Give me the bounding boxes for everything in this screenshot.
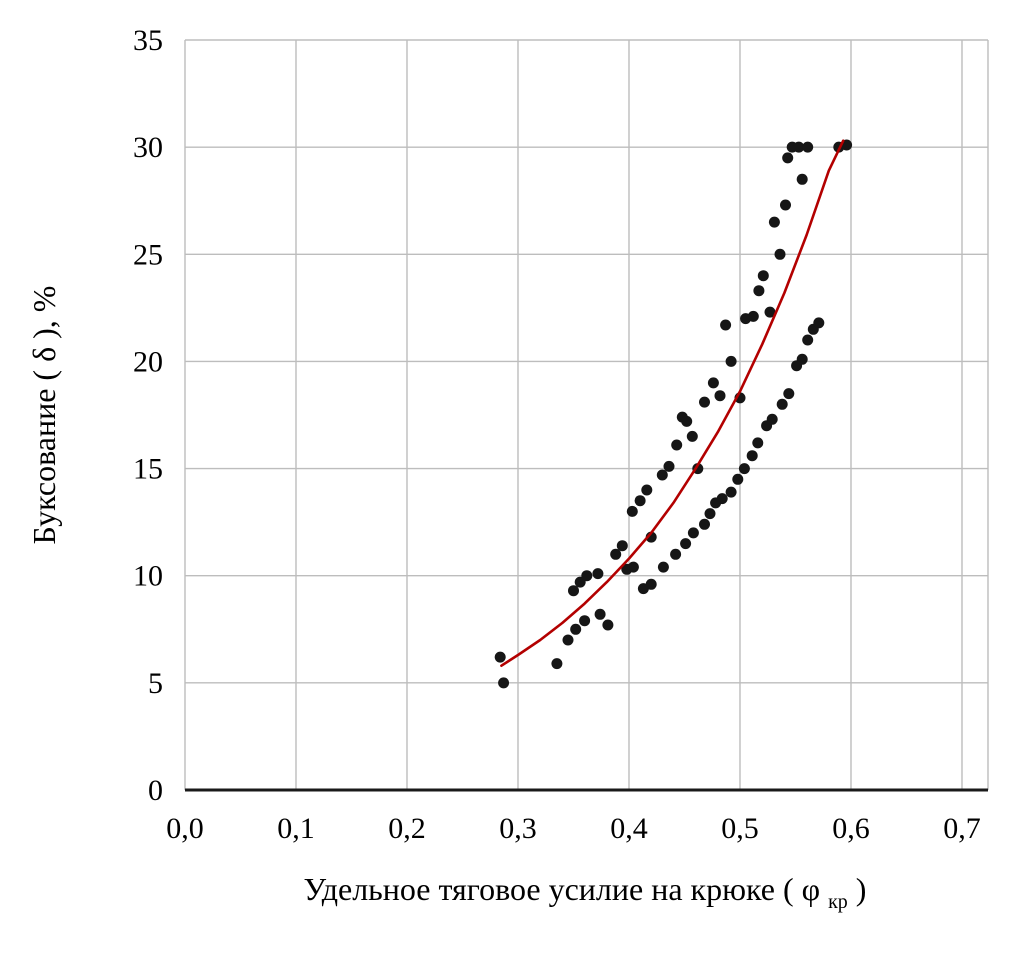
scatter-point <box>793 141 805 153</box>
scatter-point <box>746 450 758 462</box>
scatter-point <box>592 568 604 580</box>
scatter-point <box>720 319 732 331</box>
scatter-point <box>783 388 795 400</box>
x-axis-title: Удельное тяговое усилие на крюке ( φ кр … <box>304 871 867 915</box>
scatter-point <box>616 540 628 552</box>
scatter-point <box>663 460 675 472</box>
series-layer <box>494 139 853 689</box>
x-tick-label: 0,1 <box>277 812 315 845</box>
scatter-point <box>707 377 719 389</box>
tick-labels-layer: 0,0 0,1 0,2 0,3 0,4 0,5 0,6 0,7 0 5 10 15 20 25 30 35 <box>133 24 981 845</box>
scatter-point <box>757 270 769 282</box>
y-tick-label: 10 <box>133 560 163 593</box>
scatter-point <box>626 505 638 517</box>
scatter-point <box>551 658 563 670</box>
scatter-point <box>796 353 808 365</box>
x-tick-label: 0,3 <box>499 812 537 845</box>
scatter-point <box>634 495 646 507</box>
scatter-point <box>570 623 582 635</box>
y-tick-label: 15 <box>133 453 163 486</box>
scatter-point <box>752 437 764 449</box>
scatter-point <box>641 484 653 496</box>
x-tick-label: 0,4 <box>610 812 648 845</box>
scatter-point <box>738 463 750 475</box>
scatter-point <box>732 473 744 485</box>
scatter-point <box>725 355 737 367</box>
scatter-point <box>725 486 737 498</box>
x-axis-title-subscript: кр <box>828 891 848 913</box>
y-axis-title: Буксование ( δ ), % <box>26 286 62 545</box>
scatter-point <box>610 548 622 560</box>
scatter-point <box>656 469 668 481</box>
scatter-point <box>562 634 574 646</box>
scatter-point <box>802 141 814 153</box>
scatter-point <box>602 619 614 631</box>
x-tick-label: 0,6 <box>832 812 870 845</box>
scatter-point <box>699 518 710 530</box>
scatter-point <box>581 570 593 582</box>
grid-layer <box>184 39 989 791</box>
y-tick-label: 5 <box>148 667 163 700</box>
y-tick-label: 25 <box>133 238 163 271</box>
scatter-point <box>796 173 808 185</box>
y-tick-label: 20 <box>133 345 163 378</box>
scatter-point <box>802 334 814 346</box>
trend-curve <box>500 139 845 667</box>
scatter-point <box>764 306 776 318</box>
y-tick-label: 0 <box>148 774 163 807</box>
scatter-point <box>568 585 579 597</box>
scatter-point <box>753 285 765 297</box>
scatter-point <box>686 430 698 442</box>
y-tick-label: 35 <box>133 24 163 57</box>
x-tick-label: 0,0 <box>166 812 204 845</box>
scatter-point <box>699 396 710 408</box>
y-tick-label: 30 <box>133 131 163 164</box>
scatter-point <box>766 413 778 425</box>
scatter-point <box>774 248 786 260</box>
scatter-point <box>680 538 692 550</box>
scatter-point <box>627 561 639 573</box>
x-tick-label: 0,7 <box>943 812 981 845</box>
scatter-point <box>768 216 780 228</box>
scatter-point <box>704 508 716 520</box>
x-axis-title-prefix: Удельное тяговое усилие на крюке ( φ <box>304 871 821 907</box>
scatter-point <box>782 152 794 164</box>
x-tick-label: 0,5 <box>721 812 759 845</box>
scatter-point <box>671 439 683 451</box>
scatter-point <box>579 615 591 627</box>
scatter-point <box>780 199 791 211</box>
scatter-point <box>670 548 682 560</box>
scatter-point <box>714 390 726 402</box>
scatter-point <box>498 677 510 689</box>
scatter-point <box>494 651 506 663</box>
scatter-point <box>716 493 728 505</box>
scatter-point <box>813 317 825 329</box>
scatter-point <box>645 578 657 590</box>
scatter-point <box>657 561 669 573</box>
scatter-point <box>687 527 699 539</box>
scatter-point <box>681 415 693 427</box>
scatter-point <box>594 608 606 620</box>
x-tick-label: 0,2 <box>388 812 426 845</box>
scatter-point <box>776 398 788 410</box>
scatter-point <box>747 310 759 322</box>
x-axis-title-suffix: ) <box>856 871 867 907</box>
